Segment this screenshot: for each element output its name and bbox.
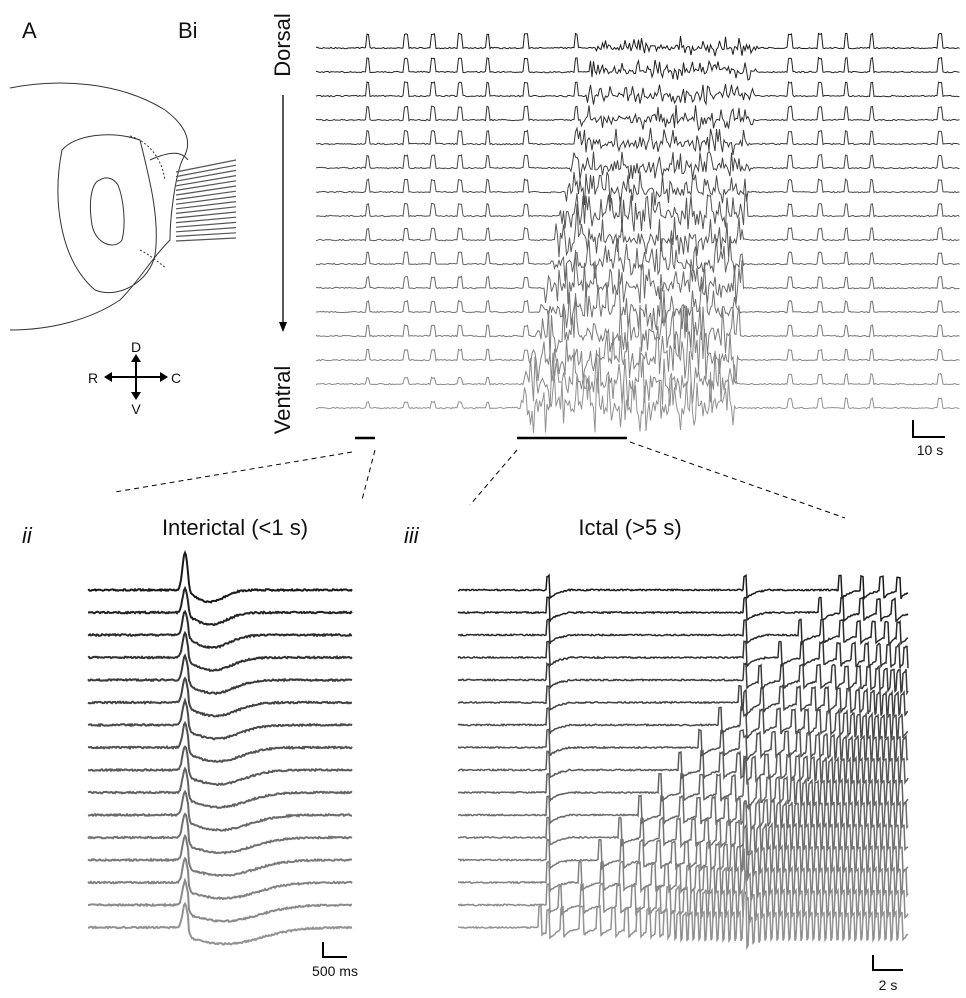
electrode <box>175 164 237 178</box>
trace <box>457 755 909 811</box>
trace <box>315 249 960 305</box>
electrode <box>175 221 237 228</box>
trace <box>316 371 960 433</box>
trace <box>315 126 960 156</box>
compass <box>104 354 168 400</box>
axis-arrow <box>279 95 287 332</box>
traces <box>315 32 960 433</box>
trace <box>457 822 909 881</box>
trace <box>457 639 909 669</box>
trace <box>457 683 909 718</box>
panel-label: iii <box>404 523 420 548</box>
electrode <box>175 206 237 214</box>
panel-label: ii <box>22 523 33 548</box>
panel-label: A <box>22 18 37 43</box>
electrode <box>175 180 237 191</box>
trace <box>457 728 909 764</box>
trace <box>87 766 353 809</box>
trace <box>315 293 960 358</box>
trace <box>315 171 960 207</box>
trace <box>87 720 353 763</box>
trace <box>87 877 353 923</box>
trace <box>87 833 353 878</box>
electrode <box>175 211 237 219</box>
compass-label: D <box>131 339 141 355</box>
scale-bar-label: 10 s <box>917 442 943 458</box>
trace <box>457 848 909 901</box>
electrode <box>175 216 237 224</box>
trace <box>87 745 353 787</box>
trace <box>457 705 909 742</box>
trace <box>87 676 353 718</box>
traces <box>87 550 353 946</box>
trace <box>315 104 960 132</box>
trace <box>315 325 960 385</box>
electrode <box>175 232 237 237</box>
trace <box>87 789 353 832</box>
trace <box>315 203 960 258</box>
trace <box>315 237 960 282</box>
trace <box>457 794 909 831</box>
scale-bar <box>912 420 945 438</box>
trace <box>315 56 960 81</box>
trace <box>315 192 960 232</box>
trace <box>457 661 909 696</box>
trace <box>87 697 353 741</box>
compass-label: V <box>131 401 141 417</box>
electrode <box>175 190 237 201</box>
traces <box>457 573 909 951</box>
scale-bar <box>322 942 347 958</box>
slice-outline <box>9 82 189 331</box>
compass-label: C <box>171 370 181 386</box>
trace <box>315 346 960 408</box>
trace <box>87 653 353 696</box>
electrode <box>175 169 237 182</box>
trace <box>87 856 353 901</box>
trace <box>457 618 909 647</box>
compass-label: R <box>88 370 98 386</box>
electrode <box>175 185 237 196</box>
axis-label: Ventral <box>270 366 295 435</box>
trace <box>315 150 960 180</box>
electrode-array <box>175 159 237 242</box>
electrode <box>175 201 237 210</box>
electrode <box>175 159 237 173</box>
trace <box>87 901 353 946</box>
panel-label: Bi <box>178 18 198 43</box>
scale-bar <box>872 955 903 971</box>
trace <box>457 890 909 951</box>
panel-title: Interictal (<1 s) <box>162 515 308 540</box>
trace <box>315 81 960 106</box>
trace <box>457 573 908 601</box>
trace <box>87 812 353 855</box>
trace <box>87 609 353 650</box>
electrode <box>175 195 237 205</box>
electrode <box>175 227 237 233</box>
scale-bar-label: 2 s <box>879 977 898 993</box>
scale-bar-label: 500 ms <box>312 963 358 979</box>
panel-title: Ictal (>5 s) <box>578 515 681 540</box>
zoom-indicators <box>114 436 846 519</box>
trace <box>315 281 960 333</box>
trace <box>87 585 353 627</box>
trace <box>87 630 353 673</box>
trace <box>316 32 960 57</box>
axis-label: Dorsal <box>270 13 295 77</box>
trace <box>457 596 909 625</box>
electrode <box>175 237 237 242</box>
trace <box>87 550 353 604</box>
electrode <box>175 175 237 187</box>
